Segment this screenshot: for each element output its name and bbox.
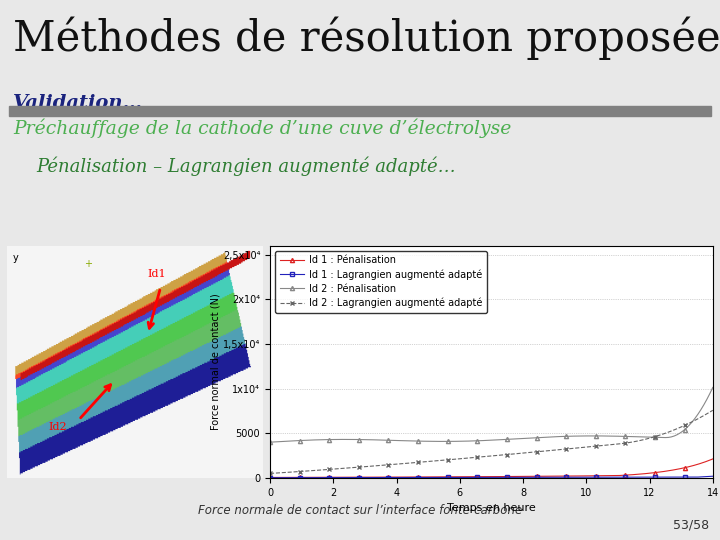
Id 2 : Pénalisation: (14, 1.01e+04): Pénalisation: (14, 1.01e+04) — [708, 384, 717, 390]
Id 1 : Lagrangien augmenté adapté: (8.29, 61.4): Lagrangien augmenté adapté: (8.29, 61.4) — [528, 474, 536, 481]
Id 1 : Pénalisation: (0, 50): Pénalisation: (0, 50) — [266, 474, 274, 481]
Text: Validation…: Validation… — [13, 94, 143, 112]
Id 1 : Lagrangien augmenté adapté: (8.33, 61.7): Lagrangien augmenté adapté: (8.33, 61.7) — [529, 474, 538, 481]
Id 2 : Pénalisation: (12.7, 4.59e+03): Pénalisation: (12.7, 4.59e+03) — [667, 434, 675, 440]
Id 1 : Lagrangien augmenté adapté: (0, 20): Lagrangien augmenté adapté: (0, 20) — [266, 475, 274, 481]
Id 1 : Pénalisation: (8.57, 181): Pénalisation: (8.57, 181) — [536, 473, 545, 480]
Line: Id 2 : Pénalisation: Id 2 : Pénalisation — [268, 386, 715, 444]
Id 1 : Lagrangien augmenté adapté: (14, 188): Lagrangien augmenté adapté: (14, 188) — [708, 473, 717, 480]
Id 1 : Pénalisation: (8.33, 175): Pénalisation: (8.33, 175) — [529, 473, 538, 480]
Line: Id 1 : Lagrangien augmenté adapté: Id 1 : Lagrangien augmenté adapté — [268, 474, 715, 480]
Id 2 : Pénalisation: (8.33, 4.49e+03): Pénalisation: (8.33, 4.49e+03) — [529, 435, 538, 441]
Line: Id 1 : Pénalisation: Id 1 : Pénalisation — [268, 457, 715, 480]
Text: Force normale de contact sur l’interface fonte-carbone: Force normale de contact sur l’interface… — [198, 504, 522, 517]
Id 2 : Lagrangien augmenté adapté: (0, 500): Lagrangien augmenté adapté: (0, 500) — [266, 470, 274, 477]
Y-axis label: Force normal de contact (N): Force normal de contact (N) — [210, 293, 220, 430]
Id 2 : Lagrangien augmenté adapté: (11.8, 4.27e+03): Lagrangien augmenté adapté: (11.8, 4.27e… — [639, 436, 647, 443]
Text: Id2: Id2 — [48, 422, 67, 432]
Text: +: + — [84, 259, 92, 269]
Id 2 : Pénalisation: (0, 4e+03): Pénalisation: (0, 4e+03) — [266, 439, 274, 446]
Id 2 : Pénalisation: (8.29, 4.48e+03): Pénalisation: (8.29, 4.48e+03) — [528, 435, 536, 441]
Text: Préchauffage de la cathode d’une cuve d’électrolyse: Préchauffage de la cathode d’une cuve d’… — [13, 119, 511, 138]
Id 1 : Pénalisation: (14, 2.13e+03): Pénalisation: (14, 2.13e+03) — [708, 456, 717, 462]
Text: Id1: Id1 — [148, 268, 166, 279]
Id 1 : Lagrangien augmenté adapté: (0.0468, 20.2): Lagrangien augmenté adapté: (0.0468, 20.… — [267, 475, 276, 481]
Id 2 : Lagrangien augmenté adapté: (12.7, 5.25e+03): Lagrangien augmenté adapté: (12.7, 5.25e… — [667, 428, 675, 434]
Id 1 : Pénalisation: (11.8, 456): Pénalisation: (11.8, 456) — [639, 470, 647, 477]
Legend: Id 1 : Pénalisation, Id 1 : Lagrangien augmenté adapté, Id 2 : Pénalisation, Id : Id 1 : Pénalisation, Id 1 : Lagrangien a… — [275, 251, 487, 313]
Text: Méthodes de résolution proposées…: Méthodes de résolution proposées… — [13, 16, 720, 60]
Bar — [9, 106, 711, 116]
Id 2 : Pénalisation: (11.8, 4.59e+03): Pénalisation: (11.8, 4.59e+03) — [639, 434, 647, 440]
Id 1 : Lagrangien augmenté adapté: (11.8, 79): Lagrangien augmenté adapté: (11.8, 79) — [639, 474, 647, 481]
Id 1 : Pénalisation: (0.0468, 50.4): Pénalisation: (0.0468, 50.4) — [267, 474, 276, 481]
Id 2 : Pénalisation: (0.0468, 4.01e+03): Pénalisation: (0.0468, 4.01e+03) — [267, 439, 276, 446]
Id 2 : Lagrangien augmenté adapté: (8.29, 2.87e+03): Lagrangien augmenté adapté: (8.29, 2.87e… — [528, 449, 536, 455]
Id 2 : Pénalisation: (8.57, 4.54e+03): Pénalisation: (8.57, 4.54e+03) — [536, 434, 545, 441]
Id 1 : Pénalisation: (12.7, 849): Pénalisation: (12.7, 849) — [667, 467, 675, 474]
Text: 53/58: 53/58 — [673, 519, 709, 532]
Id 1 : Pénalisation: (8.29, 173): Pénalisation: (8.29, 173) — [528, 473, 536, 480]
Line: Id 2 : Lagrangien augmenté adapté: Id 2 : Lagrangien augmenté adapté — [268, 408, 715, 476]
Id 2 : Lagrangien augmenté adapté: (14, 7.57e+03): Lagrangien augmenté adapté: (14, 7.57e+0… — [708, 407, 717, 414]
Text: y: y — [12, 253, 18, 262]
Id 1 : Lagrangien augmenté adapté: (8.57, 62.8): Lagrangien augmenté adapté: (8.57, 62.8) — [536, 474, 545, 481]
Id 2 : Lagrangien augmenté adapté: (8.33, 2.89e+03): Lagrangien augmenté adapté: (8.33, 2.89e… — [529, 449, 538, 455]
X-axis label: Temps en heure: Temps en heure — [447, 503, 536, 513]
Id 2 : Lagrangien augmenté adapté: (8.57, 2.97e+03): Lagrangien augmenté adapté: (8.57, 2.97e… — [536, 448, 545, 455]
Id 2 : Lagrangien augmenté adapté: (0.0468, 510): Lagrangien augmenté adapté: (0.0468, 510… — [267, 470, 276, 477]
Text: Pénalisation – Lagrangien augmenté adapté…: Pénalisation – Lagrangien augmenté adapt… — [36, 157, 456, 176]
Id 1 : Lagrangien augmenté adapté: (12.7, 83.4): Lagrangien augmenté adapté: (12.7, 83.4) — [667, 474, 675, 481]
